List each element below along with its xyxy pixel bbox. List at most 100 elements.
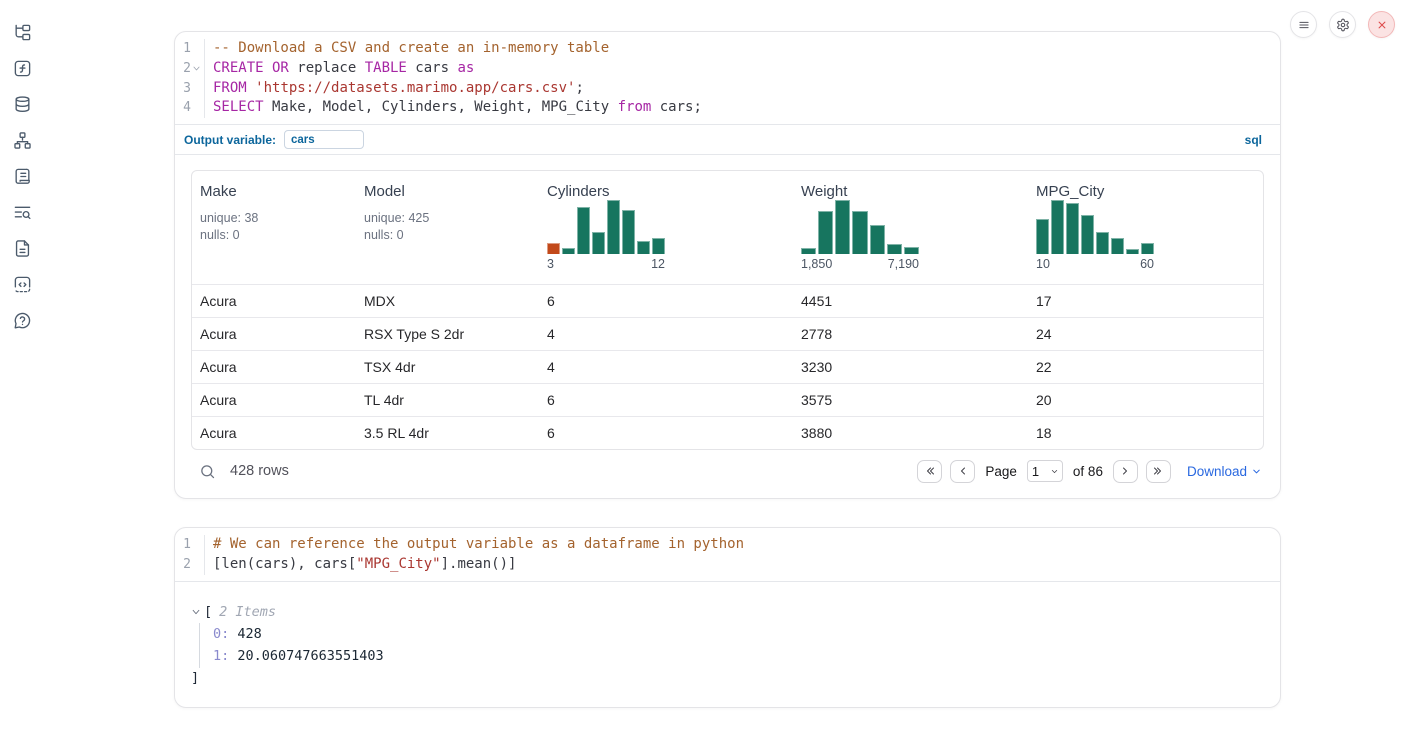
sidebar-item-file-explorer[interactable] (11, 22, 33, 42)
sql-output: Make unique: 38 nulls: 0 Model unique: 425 nu… (175, 155, 1280, 498)
token-kw: FROM (213, 79, 247, 96)
menu-button[interactable] (1290, 11, 1317, 38)
table-cell: MDX (364, 293, 396, 310)
previous-page-button[interactable] (950, 459, 976, 483)
token-kw: from (617, 99, 652, 116)
axis-min-label: 1,850 (801, 257, 833, 272)
window-controls (1290, 11, 1395, 38)
list-output-tree: [ 2 Items 0: 428 1: 20.060747663551403 ] (191, 602, 1264, 689)
table-cell: Acura (200, 425, 237, 442)
token-str: "MPG_City" (356, 555, 441, 572)
token-id: cars; (651, 99, 702, 116)
table-cell: 4 (547, 359, 555, 376)
sql-line: 3 FROM 'https://datasets.marimo.app/cars.… (175, 78, 1280, 99)
table-cell: 3880 (801, 425, 833, 442)
table-cell: 6 (547, 293, 555, 310)
histogram-bar (1111, 238, 1124, 255)
histogram-bar (1036, 219, 1049, 255)
sidebar-item-documentation[interactable] (11, 238, 33, 258)
column-header-weight[interactable]: Weight 1,850 7,190 (793, 171, 1028, 284)
axis-max-label: 60 (1140, 257, 1154, 272)
sidebar-item-scratchpad[interactable] (11, 166, 33, 186)
column-title: Model (364, 183, 405, 201)
close-button[interactable] (1368, 11, 1395, 38)
last-page-button[interactable] (1145, 459, 1171, 483)
histogram-cylinders: 3 12 (547, 200, 665, 276)
chevron-down-icon (1253, 469, 1260, 474)
table-cell: TL 4dr (364, 392, 404, 409)
download-button[interactable]: Download (1187, 464, 1262, 479)
axis-min-label: 3 (547, 257, 554, 272)
token-com: # We can reference the output variable a… (213, 536, 745, 553)
sidebar-item-dependencies[interactable] (11, 130, 33, 150)
column-header-cylinders[interactable]: Cylinders 3 12 (539, 171, 793, 284)
token-id (247, 80, 255, 96)
file-tree-icon (14, 24, 30, 40)
scroll-text-icon (14, 168, 30, 184)
first-page-button[interactable] (917, 459, 943, 483)
output-variable-input[interactable] (284, 130, 365, 150)
line-gutter: 2 (175, 554, 205, 575)
column-header-make[interactable]: Make unique: 38 nulls: 0 (192, 171, 356, 284)
sql-code-editor[interactable]: 1 -- Download a CSV and create an in-memo… (175, 32, 1280, 124)
line-number: 4 (183, 100, 191, 116)
sidebar-item-datasources[interactable] (11, 94, 33, 114)
page-select[interactable]: 1 (1026, 460, 1063, 483)
token-kw: as (457, 59, 475, 76)
histogram-bars (547, 200, 665, 255)
sidebar-item-logs[interactable] (11, 202, 33, 222)
histogram-bar (637, 241, 650, 255)
table-cell: Acura (200, 392, 237, 409)
column-header-mpg_city[interactable]: MPG_City 10 60 (1028, 171, 1263, 284)
language-badge[interactable]: sql (1244, 132, 1262, 147)
token-id: Make, Model, Cylinders, Weight, MPG_City (263, 99, 618, 116)
token-id: replace (288, 59, 365, 76)
close-icon (1378, 21, 1385, 28)
histogram-bar (869, 224, 885, 255)
settings-button[interactable] (1329, 11, 1356, 38)
output-variable-label: Output variable: (184, 132, 277, 147)
histogram-bar (818, 211, 834, 255)
sql-cell: 1 -- Download a CSV and create an in-memo… (174, 31, 1281, 500)
token-kw: TABLE (364, 59, 407, 76)
stat-line: nulls: 0 (200, 227, 240, 242)
search-icon[interactable] (199, 463, 216, 480)
tree-children: 0: 428 1: 20.060747663551403 (199, 622, 1264, 668)
histogram-bar (801, 247, 817, 255)
table-header: Make unique: 38 nulls: 0 Model unique: 425 nu… (192, 171, 1263, 284)
collapse-caret-icon[interactable] (191, 607, 201, 617)
table-cell: 24 (1036, 326, 1052, 343)
histogram-mpg_city: 10 60 (1036, 200, 1154, 276)
row-count: 428 rows (230, 463, 289, 480)
next-page-button[interactable] (1112, 459, 1138, 483)
data-table: Make unique: 38 nulls: 0 Model unique: 425 nu… (191, 170, 1264, 451)
stat-line: unique: 425 (364, 211, 430, 226)
line-number: 2 (183, 556, 191, 572)
python-code-editor[interactable]: 1 # We can reference the output variable … (175, 528, 1280, 581)
table-cell: 3575 (801, 392, 833, 409)
table-cell: 18 (1036, 425, 1052, 442)
output-variable-row: Output variable: sql (175, 124, 1280, 156)
histogram-bar (547, 243, 560, 255)
histogram-bars (1036, 200, 1154, 255)
sidebar-item-help[interactable] (11, 310, 33, 330)
sidebar-item-snippets[interactable] (11, 274, 33, 294)
histogram-bar (577, 206, 590, 255)
histogram-bar (1081, 215, 1094, 255)
histogram-weight: 1,850 7,190 (801, 200, 919, 276)
settings-icon (1336, 18, 1349, 31)
histogram-bar (562, 247, 575, 255)
table-cell: TSX 4dr (364, 359, 416, 376)
line-number: 3 (183, 80, 191, 96)
python-output: [ 2 Items 0: 428 1: 20.060747663551403 ] (175, 580, 1280, 707)
column-header-model[interactable]: Model unique: 425 nulls: 0 (356, 171, 539, 284)
axis-max-label: 12 (651, 257, 665, 272)
table-footer: 428 rows Page 1 of 86 (191, 450, 1264, 492)
table-cell: Acura (200, 326, 237, 343)
line-gutter: 4 (175, 98, 205, 119)
sidebar-item-variables[interactable] (11, 58, 33, 78)
table-cell: 22 (1036, 359, 1052, 376)
histogram-bar (835, 200, 851, 255)
sql-line: 4 SELECT Make, Model, Cylinders, Weight, … (175, 98, 1280, 119)
fold-chevron-icon[interactable] (191, 63, 202, 74)
